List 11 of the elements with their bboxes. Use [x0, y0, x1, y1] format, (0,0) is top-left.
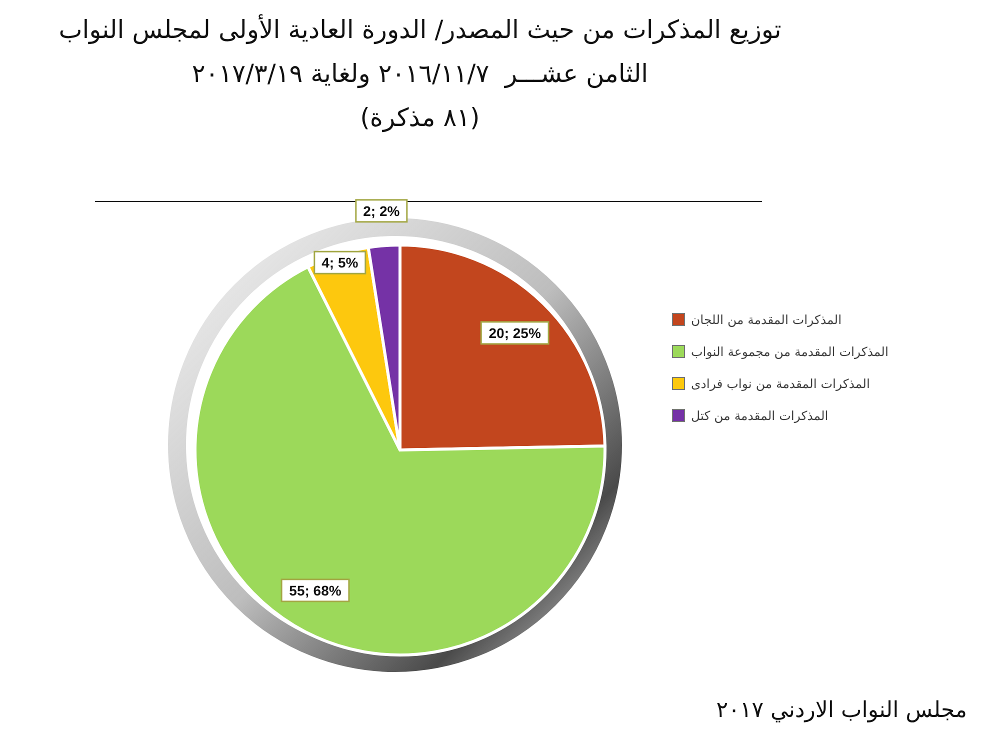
legend-label: المذكرات المقدمة من مجموعة النواب [691, 344, 888, 359]
legend-label: المذكرات المقدمة من اللجان [691, 312, 842, 327]
data-label: 2; 2% [363, 202, 400, 219]
legend-label: المذكرات المقدمة من نواب فرادى [691, 376, 870, 391]
data-label: 4; 5% [322, 254, 359, 271]
data-label: 20; 25% [488, 324, 542, 341]
text: مجلس النواب الاردني ٢٠١٧ [716, 698, 967, 723]
chart-subtitle: (٨١ مذكرة) [359, 102, 481, 134]
chart-title: توزيع المذكرات من حيث المصدر/ الدورة العادية الأولى لمجلس النواب الثامن عشـــر ٢٠١٦/١١/٧ ولغاية ٢٠١٧/٣/١٩ [58, 13, 782, 90]
legend-label: المذكرات المقدمة من كتل [691, 408, 828, 423]
data-label: 55; 68% [289, 582, 342, 598]
